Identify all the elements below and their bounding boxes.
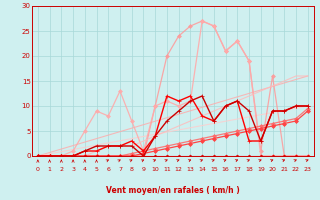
- X-axis label: Vent moyen/en rafales ( km/h ): Vent moyen/en rafales ( km/h ): [106, 186, 240, 195]
